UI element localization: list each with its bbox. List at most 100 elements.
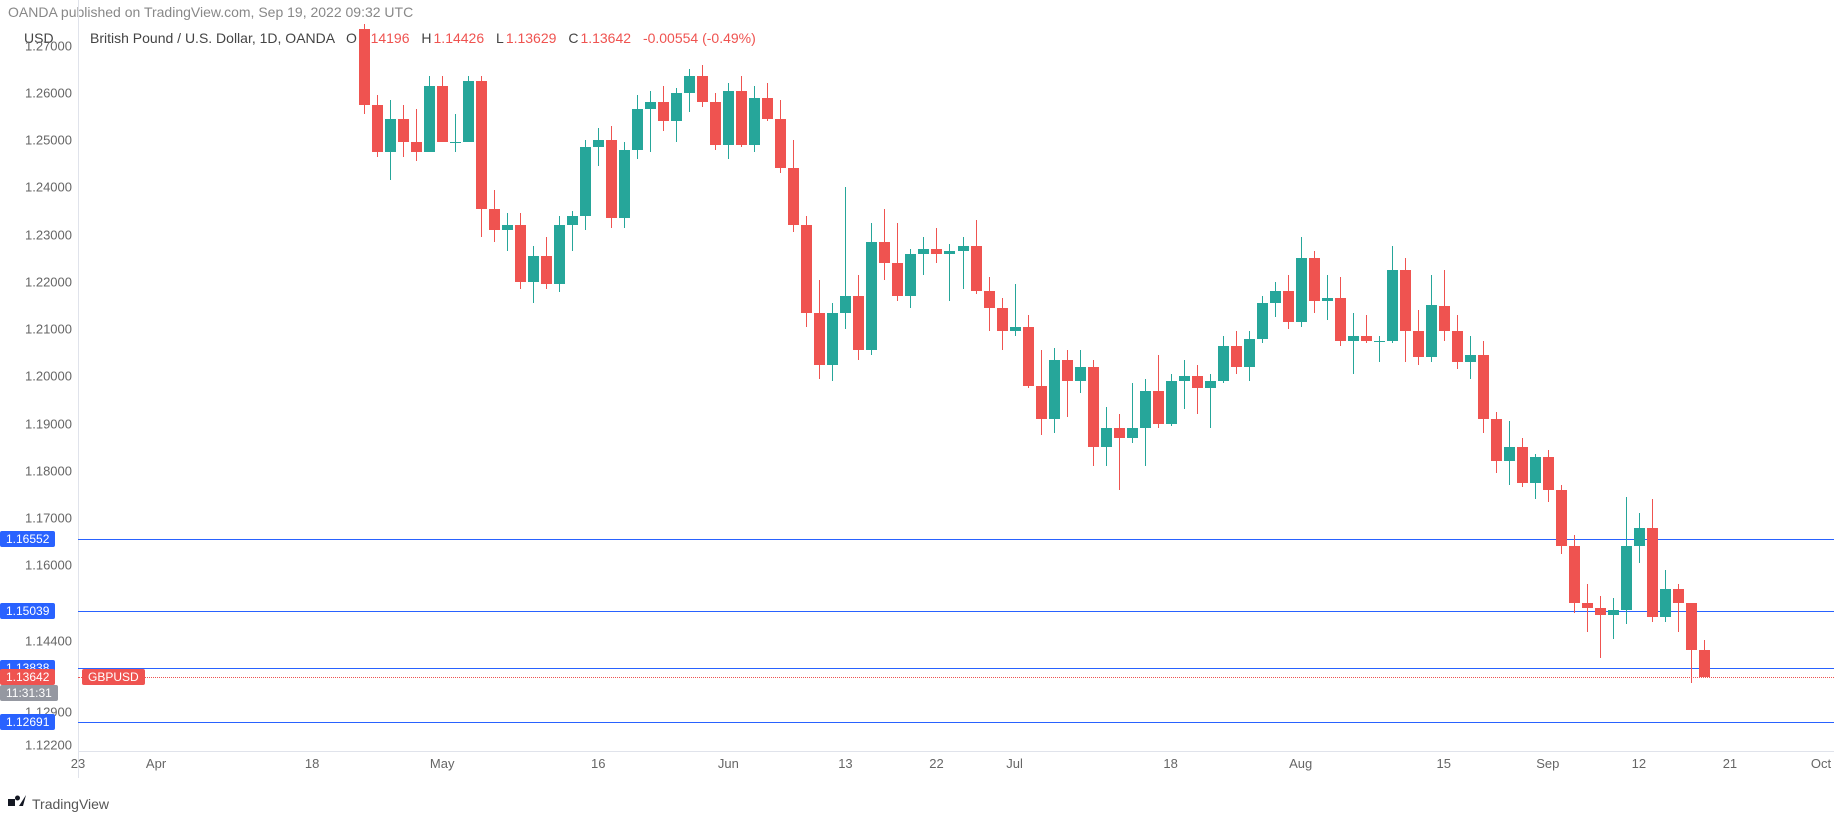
candle[interactable]	[1621, 497, 1632, 625]
candle[interactable]	[1075, 350, 1086, 393]
candle[interactable]	[1491, 412, 1502, 473]
candle[interactable]	[905, 249, 916, 308]
candle[interactable]	[788, 140, 799, 232]
candle[interactable]	[971, 220, 982, 293]
candle[interactable]	[723, 83, 734, 159]
candle[interactable]	[1270, 282, 1281, 317]
candle[interactable]	[528, 246, 539, 303]
candle[interactable]	[1504, 421, 1515, 485]
candle[interactable]	[931, 228, 942, 263]
horizontal-line[interactable]	[78, 722, 1834, 723]
time-axis[interactable]: 23Apr18May16Jun1322Jul18Aug15Sep1221Oct	[78, 751, 1834, 778]
candle[interactable]	[684, 69, 695, 112]
candle[interactable]	[749, 86, 760, 152]
candle[interactable]	[1452, 315, 1463, 369]
candle[interactable]	[958, 237, 969, 289]
candle[interactable]	[1127, 383, 1138, 442]
candle[interactable]	[606, 126, 617, 228]
candle[interactable]	[1322, 275, 1333, 320]
candle[interactable]	[489, 190, 500, 242]
candle[interactable]	[1231, 331, 1242, 374]
candle[interactable]	[1309, 251, 1320, 312]
candle[interactable]	[567, 211, 578, 251]
candle[interactable]	[476, 76, 487, 237]
candle[interactable]	[1361, 315, 1372, 343]
candle[interactable]	[1569, 535, 1580, 613]
candle[interactable]	[1296, 237, 1307, 327]
candle[interactable]	[879, 209, 890, 280]
candle[interactable]	[554, 216, 565, 293]
candle[interactable]	[1673, 584, 1684, 631]
candle[interactable]	[1205, 374, 1216, 428]
price-line-label[interactable]: 1.15039	[0, 603, 55, 619]
candle[interactable]	[385, 100, 396, 180]
candle[interactable]	[918, 237, 929, 275]
candle[interactable]	[502, 213, 513, 251]
candle[interactable]	[1595, 596, 1606, 657]
candle[interactable]	[827, 303, 838, 381]
symbol-last-price-tag[interactable]: GBPUSD	[82, 669, 145, 685]
candle[interactable]	[1244, 331, 1255, 381]
candle[interactable]	[1218, 336, 1229, 383]
candle[interactable]	[424, 76, 435, 152]
candle[interactable]	[1153, 355, 1164, 428]
candle[interactable]	[619, 142, 630, 227]
candle[interactable]	[398, 105, 409, 157]
candle[interactable]	[1101, 407, 1112, 466]
price-axis[interactable]: USD 1.270001.260001.250001.240001.230001…	[0, 0, 79, 778]
candle[interactable]	[359, 24, 370, 114]
candle[interactable]	[1439, 270, 1450, 341]
candle[interactable]	[515, 213, 526, 289]
candle[interactable]	[775, 100, 786, 173]
candle[interactable]	[1413, 310, 1424, 364]
candle[interactable]	[1465, 336, 1476, 379]
candle[interactable]	[1088, 360, 1099, 466]
candle[interactable]	[1608, 598, 1619, 638]
chart-pane[interactable]: GBPUSD	[78, 22, 1834, 778]
candle[interactable]	[1517, 438, 1528, 488]
price-line-label[interactable]: 1.12691	[0, 714, 55, 730]
candle[interactable]	[1699, 640, 1710, 678]
candle[interactable]	[1582, 584, 1593, 631]
candle[interactable]	[1400, 258, 1411, 362]
candle[interactable]	[762, 83, 773, 121]
candle[interactable]	[437, 76, 448, 142]
candle[interactable]	[814, 280, 825, 379]
horizontal-line[interactable]	[78, 668, 1834, 669]
candle[interactable]	[984, 277, 995, 331]
candle[interactable]	[697, 65, 708, 108]
candle[interactable]	[411, 109, 422, 161]
candle[interactable]	[1036, 350, 1047, 435]
candle[interactable]	[450, 114, 461, 152]
candle[interactable]	[1335, 277, 1346, 346]
candle[interactable]	[1166, 374, 1177, 426]
candle[interactable]	[801, 216, 812, 327]
candle[interactable]	[1426, 275, 1437, 362]
candle[interactable]	[1283, 275, 1294, 329]
price-line-label[interactable]: 1.16552	[0, 531, 55, 547]
candle[interactable]	[1192, 365, 1203, 415]
candle[interactable]	[463, 76, 474, 142]
candle[interactable]	[1374, 336, 1385, 362]
candle[interactable]	[944, 244, 955, 301]
candle[interactable]	[593, 128, 604, 166]
candle[interactable]	[632, 95, 643, 159]
candle[interactable]	[1257, 296, 1268, 343]
candle[interactable]	[892, 223, 903, 301]
candle[interactable]	[1062, 350, 1073, 416]
candle[interactable]	[853, 275, 864, 360]
candle[interactable]	[658, 86, 669, 131]
candle[interactable]	[997, 298, 1008, 350]
candle[interactable]	[1023, 315, 1034, 388]
candle[interactable]	[1140, 379, 1151, 466]
candle[interactable]	[541, 237, 552, 289]
candle[interactable]	[1478, 341, 1489, 433]
candle[interactable]	[840, 187, 851, 329]
candle[interactable]	[866, 223, 877, 355]
candle[interactable]	[1179, 360, 1190, 410]
candle[interactable]	[1543, 450, 1554, 502]
candle[interactable]	[372, 95, 383, 156]
candle[interactable]	[1530, 454, 1541, 499]
candle[interactable]	[1348, 313, 1359, 374]
candle[interactable]	[671, 88, 682, 142]
